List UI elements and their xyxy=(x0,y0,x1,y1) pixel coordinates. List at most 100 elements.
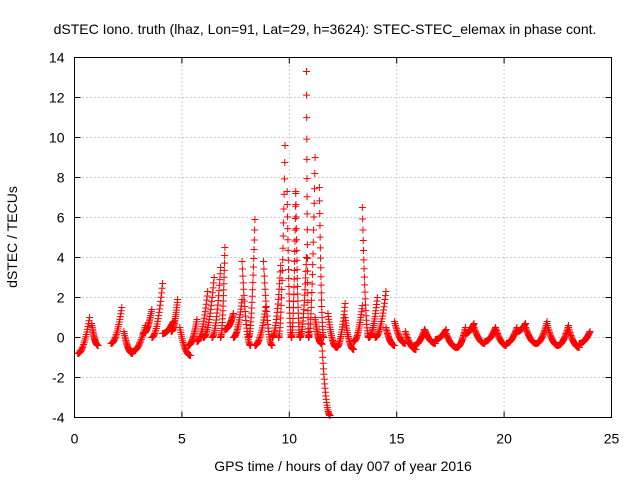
data-point xyxy=(316,210,324,218)
data-point xyxy=(79,342,87,350)
data-point xyxy=(220,266,228,274)
data-point xyxy=(249,279,257,287)
data-point xyxy=(118,304,126,311)
y-tick-labels: -4 -2 0 2 4 6 8 10 12 14 xyxy=(49,50,65,426)
data-point xyxy=(174,296,182,303)
data-point xyxy=(391,342,399,349)
data-point xyxy=(294,283,302,291)
data-point xyxy=(315,184,323,191)
data-point xyxy=(193,316,201,323)
data-point xyxy=(303,155,311,163)
data-point xyxy=(302,261,310,269)
y-tick-label: -2 xyxy=(52,370,65,386)
y-tick-label: 2 xyxy=(57,290,65,306)
data-point xyxy=(373,294,381,301)
y-tick-label: 10 xyxy=(49,130,65,146)
data-point xyxy=(249,263,257,271)
data-point xyxy=(250,236,258,244)
data-point xyxy=(358,204,366,211)
data-point xyxy=(350,346,358,353)
data-point xyxy=(290,275,298,283)
data-point xyxy=(292,188,300,195)
data-point xyxy=(220,259,228,267)
data-point xyxy=(204,288,212,295)
data-point xyxy=(216,270,224,278)
data-point xyxy=(291,214,299,222)
data-point xyxy=(239,272,247,280)
x-tick-label: 0 xyxy=(71,431,79,447)
data-point xyxy=(283,200,291,208)
data-point xyxy=(293,256,301,264)
data-point xyxy=(318,334,326,341)
data-point xyxy=(294,290,302,298)
data-point xyxy=(293,274,301,282)
data-point xyxy=(220,273,228,281)
data-point xyxy=(278,276,286,284)
data-point xyxy=(302,68,310,75)
data-point xyxy=(280,219,288,227)
data-point xyxy=(303,254,311,262)
data-point xyxy=(260,272,268,280)
data-point xyxy=(382,288,390,295)
data-point xyxy=(279,244,287,252)
data-point xyxy=(304,267,312,275)
data-point xyxy=(361,281,369,289)
data-point xyxy=(284,246,292,254)
data-point xyxy=(292,225,300,233)
data-point xyxy=(248,298,256,306)
data-point xyxy=(291,237,299,245)
data-point xyxy=(311,154,319,161)
grid-lines xyxy=(74,57,612,418)
data-point xyxy=(308,289,316,296)
data-point xyxy=(260,258,268,265)
data-point xyxy=(304,298,312,306)
data-point xyxy=(248,292,256,300)
y-tick-label: 14 xyxy=(49,50,65,66)
data-point xyxy=(281,159,289,167)
data-point xyxy=(317,281,325,289)
data-point xyxy=(303,91,311,99)
x-tick-label: 15 xyxy=(389,431,405,447)
data-point xyxy=(316,244,324,252)
y-tick-label: 0 xyxy=(57,330,65,346)
data-point xyxy=(137,335,145,343)
data-point xyxy=(360,265,368,273)
data-point xyxy=(292,200,300,208)
data-point xyxy=(249,271,257,279)
data-point xyxy=(310,213,318,221)
data-point xyxy=(303,226,311,234)
data-point xyxy=(359,226,367,234)
data-point xyxy=(262,304,270,311)
data-point xyxy=(318,347,326,355)
data-point xyxy=(586,328,594,335)
data-point xyxy=(341,300,349,307)
data-point xyxy=(80,339,88,347)
data-point xyxy=(250,245,258,253)
x-tick-label: 25 xyxy=(604,431,620,447)
data-point xyxy=(303,210,311,218)
data-point xyxy=(304,307,312,315)
data-point xyxy=(280,175,288,183)
data-point xyxy=(278,286,286,293)
data-point xyxy=(319,353,327,361)
axis-ticks xyxy=(74,57,612,418)
data-point xyxy=(309,250,317,258)
data-point xyxy=(292,213,300,221)
data-point xyxy=(360,246,368,254)
data-point xyxy=(277,294,285,302)
data-point xyxy=(307,310,315,318)
data-point xyxy=(159,280,167,287)
data-point xyxy=(304,279,312,287)
x-tick-label: 10 xyxy=(282,431,298,447)
data-point xyxy=(461,324,469,331)
data-point xyxy=(277,308,285,316)
chart-title: dSTEC Iono. truth (lhaz, Lon=91, Lat=29,… xyxy=(54,21,597,37)
data-point xyxy=(261,279,269,287)
data-point xyxy=(293,236,301,244)
data-point xyxy=(249,286,257,294)
data-point xyxy=(186,352,194,359)
data-point xyxy=(284,256,292,264)
data-point xyxy=(76,348,84,356)
data-point xyxy=(278,266,286,274)
